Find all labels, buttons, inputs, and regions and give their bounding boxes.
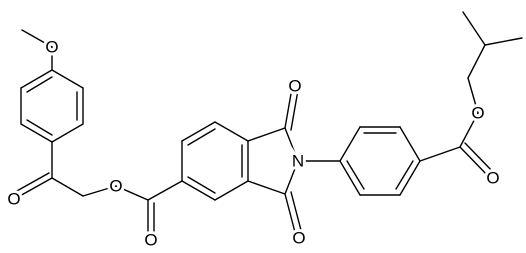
atom-label: O bbox=[109, 177, 122, 196]
atom-label: O bbox=[471, 104, 484, 123]
atom-label: N bbox=[292, 152, 304, 171]
atom-label: O bbox=[292, 229, 305, 248]
atom-label: O bbox=[7, 190, 20, 209]
bonds bbox=[14, 11, 523, 239]
atom-label: O bbox=[144, 231, 157, 250]
atom-label: O bbox=[486, 169, 499, 188]
atom-label: O bbox=[288, 77, 301, 96]
atom-label: O bbox=[45, 38, 58, 57]
